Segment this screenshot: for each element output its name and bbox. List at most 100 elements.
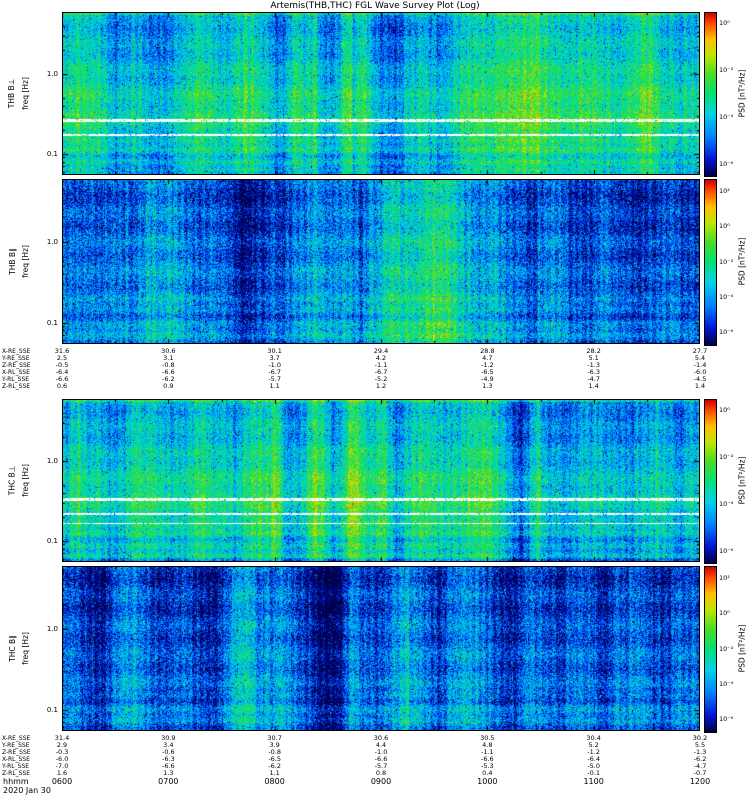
colorbar-tick-label: 10⁻⁶ — [719, 159, 734, 168]
freq-axis-label: freq [Hz] — [19, 12, 31, 175]
ephemeris-row-label: X-RE_SSE — [2, 348, 31, 355]
date-label: 2020 Jan 30 — [3, 786, 51, 795]
spectrogram-panel-thb-bpar: THB B∥ freq [Hz] 1.0 0.1 10² 10⁰ 10⁻² 10⁻⁴ 1… — [8, 179, 747, 346]
freq-tick-label: 1.0 — [46, 69, 58, 78]
ephemeris-value: -0.3 — [55, 748, 69, 756]
ephemeris-row: Y-RL_SSE -7.0 -6.6 -6.2 -5.7 -5.3 -5.0 -4.7 — [0, 762, 750, 771]
spectrogram-canvas — [62, 179, 700, 344]
ephemeris-row-label: Z-RL_SSE — [2, 383, 31, 390]
time-tick-label: 0900 — [370, 777, 392, 786]
freq-tick-label: 1.0 — [46, 456, 58, 465]
time-format-label: hhmm — [3, 777, 29, 786]
ephemeris-value: 27.7 — [692, 347, 708, 355]
ephemeris-value: -0.5 — [55, 361, 69, 369]
freq-axis-label-text: freq [Hz] — [20, 464, 30, 497]
colorbar-tick-label: 10⁻⁴ — [719, 499, 734, 508]
freq-axis-label: freq [Hz] — [19, 179, 31, 344]
ephemeris-value: -5.7 — [374, 762, 388, 770]
ephemeris-value: 30.6 — [373, 734, 389, 742]
ephemeris-value: -6.4 — [587, 755, 600, 763]
colorbar-tick-label: 10⁻² — [719, 257, 734, 266]
spectrogram-canvas — [62, 399, 700, 562]
ephemeris-value: -6.2 — [161, 375, 175, 383]
ephemeris-value: 30.7 — [267, 734, 282, 742]
colorbar — [704, 12, 717, 177]
colorbar — [704, 399, 717, 564]
ephemeris-value: 30.4 — [586, 734, 601, 742]
ephemeris-value: 31.4 — [54, 734, 70, 742]
ephemeris-value: 29.4 — [373, 347, 389, 355]
ephemeris-value: -1.1 — [480, 748, 494, 756]
ephemeris-value: 5.5 — [694, 741, 706, 749]
ephemeris-row-label: Y-RE_SSE — [2, 355, 30, 362]
ephemeris-value: -1.3 — [693, 748, 707, 756]
ephemeris-value: -6.0 — [55, 755, 69, 763]
ephemeris-value: 30.5 — [480, 734, 495, 742]
spectrogram-panel-thc-bpar: THC B∥ freq [Hz] 1.0 0.1 10² 10⁰ 10⁻² 10⁻⁴ 1… — [8, 566, 747, 733]
ephemeris-value: -1.3 — [587, 361, 600, 369]
ephemeris-row: Y-RE_SSE 2.5 3.1 3.7 4.2 4.7 5.1 5.4 — [0, 354, 750, 363]
ephemeris-value: 5.2 — [588, 741, 599, 749]
colorbar-label: PSD [nT²/Hz] — [736, 566, 748, 731]
colorbar-tick-label: 10⁰ — [719, 222, 730, 231]
ephemeris-value: -4.9 — [480, 375, 494, 383]
colorbar-ticks: 10⁰ 10⁻² 10⁻⁴ 10⁻⁶ — [719, 399, 750, 562]
colorbar-ticks: 10² 10⁰ 10⁻² 10⁻⁴ 10⁻⁶ — [719, 179, 750, 344]
ephemeris-row-label: X-RE_SSE — [2, 735, 31, 742]
colorbar-label-text: PSD [nT²/Hz] — [737, 624, 747, 673]
freq-axis-label-text: freq [Hz] — [20, 632, 30, 665]
colorbar-tick-label: 10⁻⁶ — [719, 546, 734, 555]
ephemeris-value: -6.4 — [55, 368, 69, 376]
freq-axis-label: freq [Hz] — [19, 566, 31, 731]
colorbar-label-text: PSD [nT²/Hz] — [737, 237, 747, 286]
colorbar-tick-label: 10⁻⁶ — [719, 328, 734, 337]
ephemeris-value: 28.2 — [586, 347, 601, 355]
colorbar-tick-label: 10⁻² — [719, 453, 734, 462]
ephemeris-row-label: Z-RL_SSE — [2, 770, 31, 777]
panel-label-text: THB B∥ — [7, 248, 17, 275]
ephemeris-value: 31.6 — [54, 347, 70, 355]
ephemeris-value: -6.7 — [374, 368, 388, 376]
colorbar-tick-label: 10⁰ — [719, 609, 730, 618]
ephemeris-value: 4.8 — [482, 741, 493, 749]
ephemeris-row: X-RE_SSE 31.6 30.6 30.1 29.4 28.8 28.2 27.7 — [0, 347, 750, 356]
colorbar-tick-label: 10⁻² — [719, 644, 734, 653]
panel-label: THC B⊥ — [6, 399, 18, 562]
panel-label: THB B⊥ — [6, 12, 18, 175]
ephemeris-value: 1.6 — [56, 769, 68, 777]
ephemeris-row: Y-RE_SSE 2.9 3.4 3.9 4.4 4.8 5.2 5.5 — [0, 741, 750, 750]
colorbar-ticks: 10⁰ 10⁻² 10⁻⁴ 10⁻⁶ — [719, 12, 750, 175]
ephemeris-value: 0.6 — [56, 382, 68, 390]
ephemeris-value: 1.1 — [269, 382, 280, 390]
panel-label: THC B∥ — [6, 566, 18, 731]
ephemeris-value: -4.7 — [587, 375, 600, 383]
spectrogram-panel-thb-bperp: THB B⊥ freq [Hz] 1.0 0.1 10⁰ 10⁻² 10⁻⁴ 10⁻⁶… — [8, 12, 747, 177]
ephemeris-value: 4.2 — [375, 354, 387, 362]
ephemeris-value: -6.6 — [480, 755, 494, 763]
time-tick-label: 1100 — [583, 777, 604, 786]
colorbar-tick-label: 10⁻⁶ — [719, 715, 734, 724]
ephemeris-value: 0.9 — [163, 382, 174, 390]
freq-tick-label: 1.0 — [46, 237, 58, 246]
ephemeris-value: -6.0 — [693, 368, 707, 376]
ephemeris-value: -6.6 — [161, 762, 175, 770]
ephemeris-value: -7.0 — [55, 762, 69, 770]
freq-tick-label: 0.1 — [46, 149, 58, 158]
ephemeris-value: 1.1 — [269, 769, 280, 777]
colorbar-tick-label: 10⁻² — [719, 66, 734, 75]
ephemeris-value: -4.5 — [693, 375, 707, 383]
ephemeris-value: 2.9 — [56, 741, 68, 749]
freq-tick-label: 0.1 — [46, 705, 58, 714]
ephemeris-row-label: Y-RL_SSE — [2, 763, 30, 770]
ephemeris-value: 30.1 — [267, 347, 282, 355]
ephemeris-row: Z-RL_SSE 1.6 1.3 1.1 0.8 0.4 -0.1 -0.7 — [0, 769, 750, 778]
ephemeris-value: -1.0 — [374, 748, 388, 756]
colorbar-tick-label: 10⁰ — [719, 406, 730, 415]
ephemeris-value: 1.3 — [482, 382, 493, 390]
ephemeris-value: 2.5 — [56, 354, 68, 362]
colorbar-tick-label: 10⁻⁴ — [719, 679, 734, 688]
colorbar-tick-label: 10⁻⁴ — [719, 112, 734, 121]
panel-label-text: THC B∥ — [7, 635, 17, 662]
colorbar-label: PSD [nT²/Hz] — [736, 12, 748, 175]
colorbar-label-text: PSD [nT²/Hz] — [737, 69, 747, 118]
